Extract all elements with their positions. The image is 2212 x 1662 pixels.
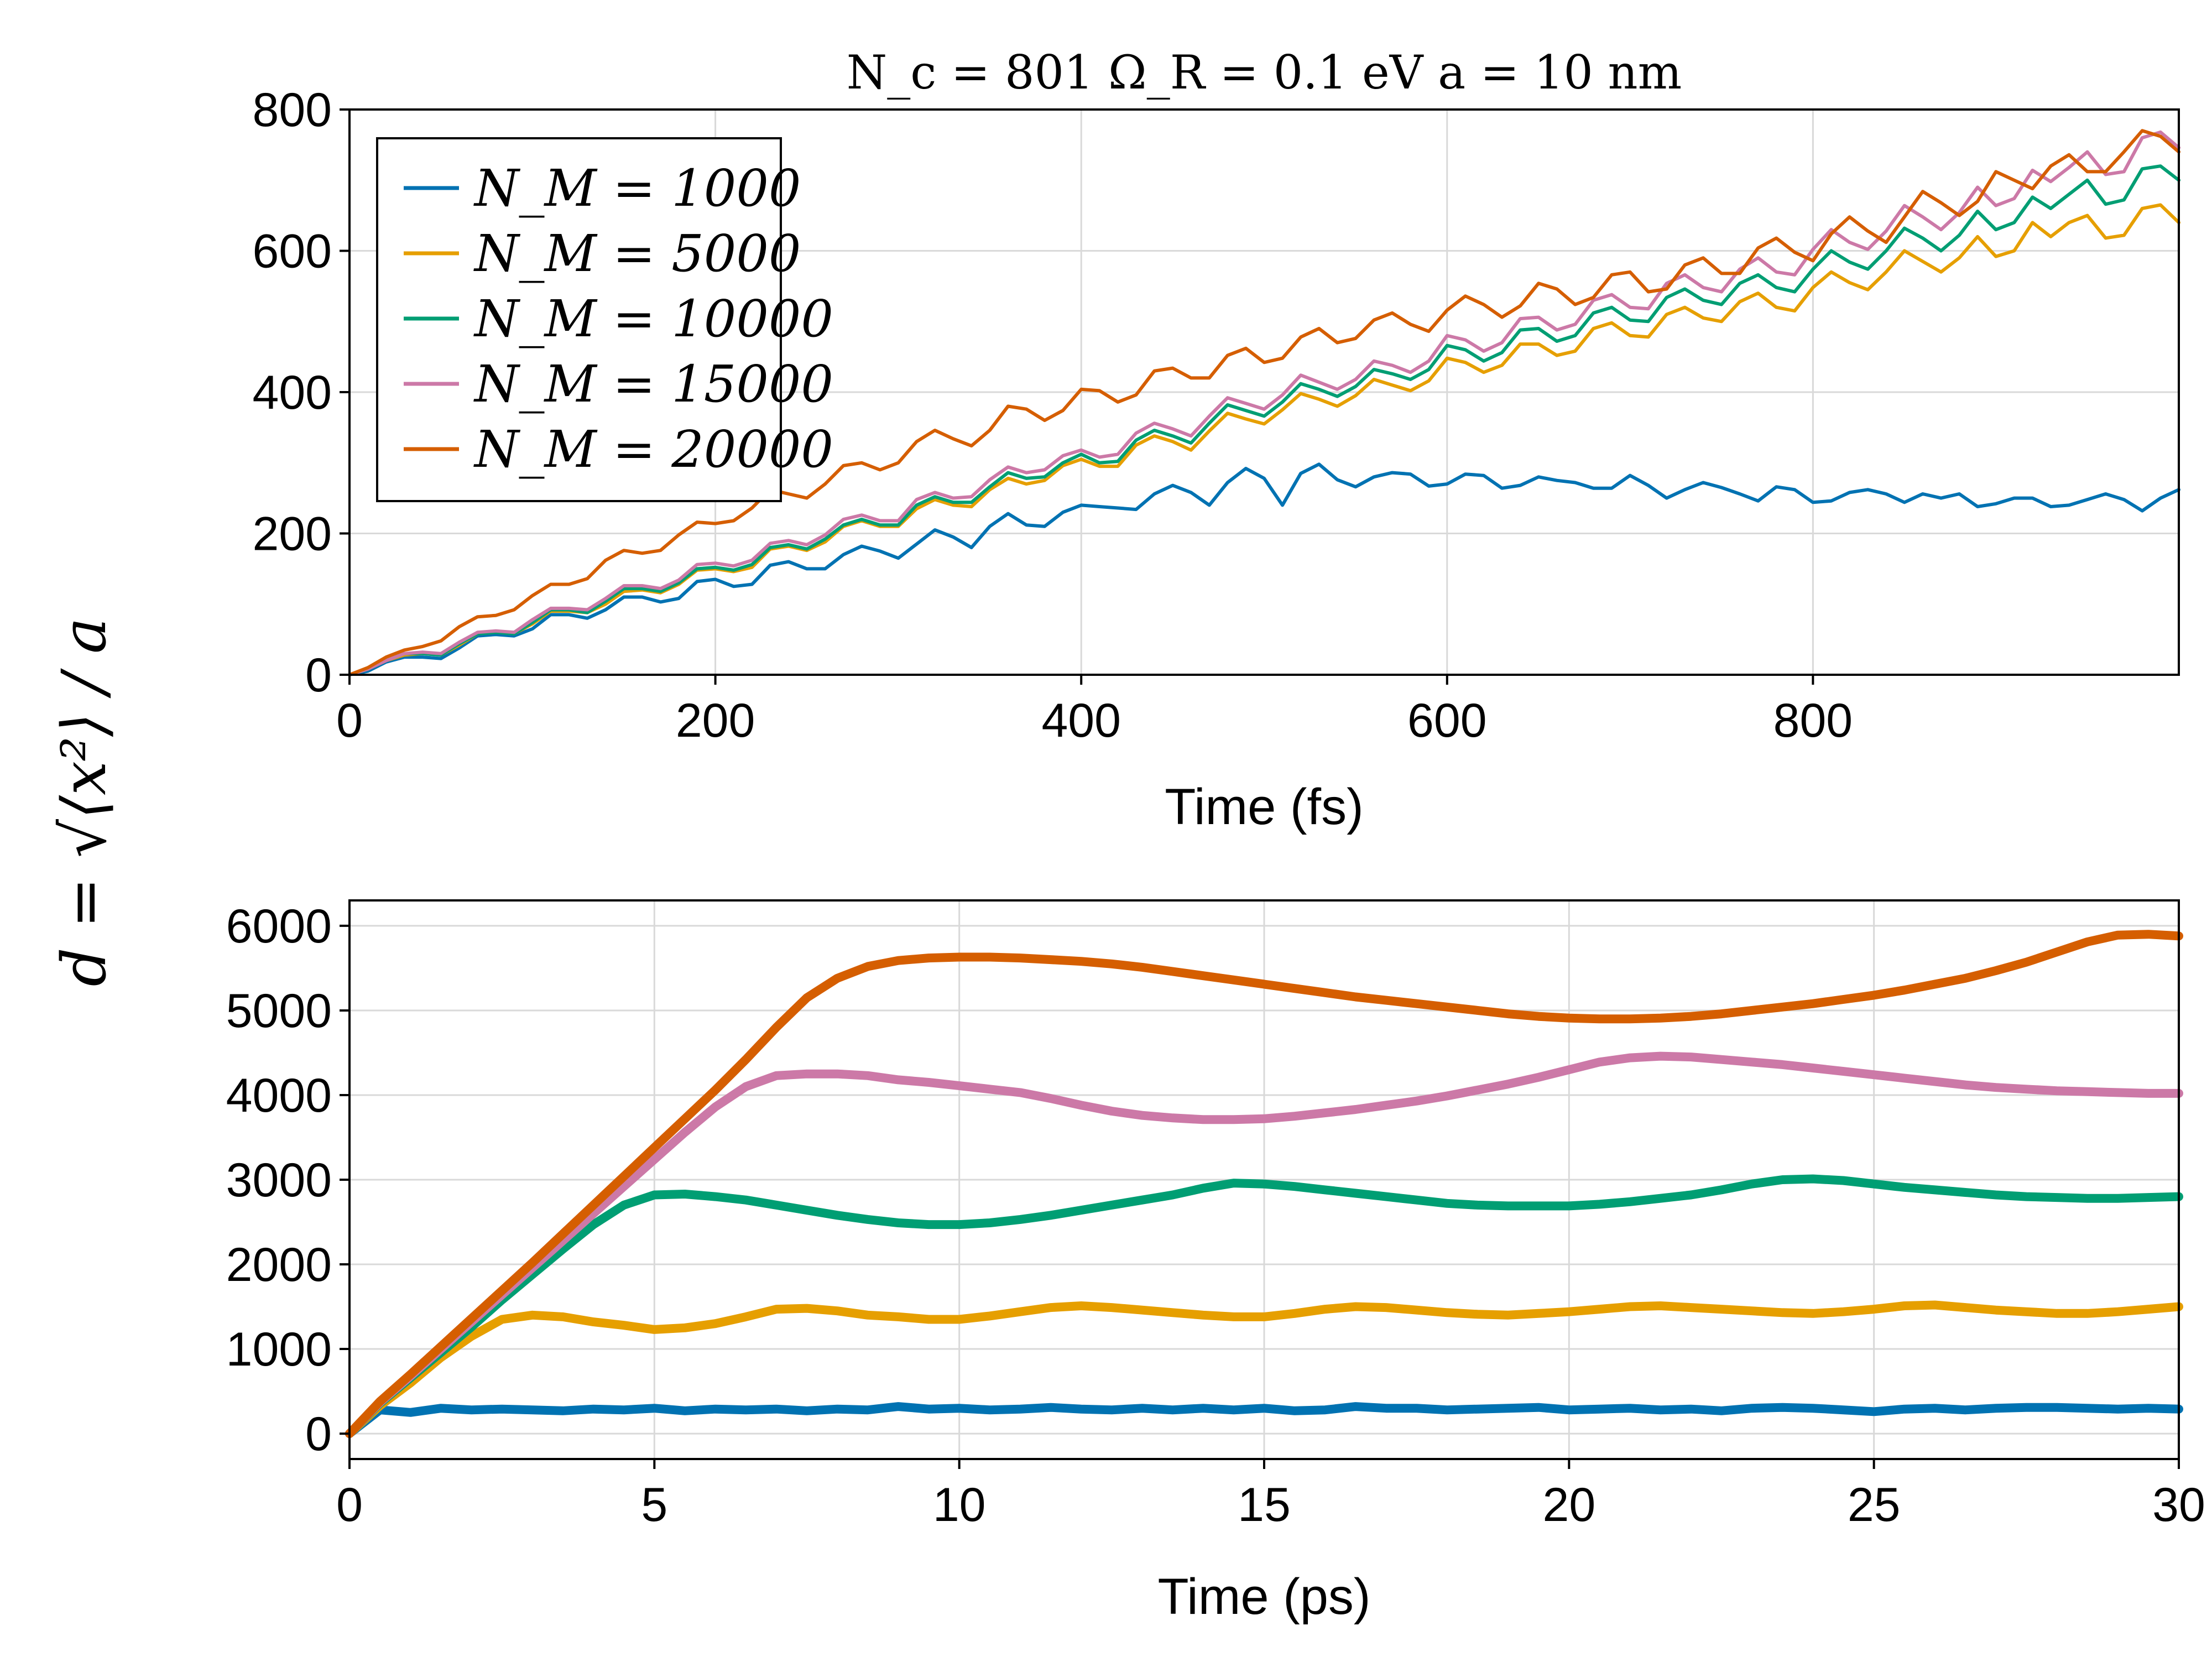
series-line-5: [348, 129, 2180, 676]
legend-label: N_M = 5000: [473, 224, 801, 283]
bottom-panel: 0 5 10 15 20 25 30 0 1000 2000 3000 4000 5000 6000 T…: [226, 899, 2205, 1625]
x-tick-label: 600: [1407, 694, 1487, 747]
x-tick-label: 0: [336, 694, 363, 747]
series-line-1: [348, 462, 2180, 676]
y-tick-label: 600: [253, 225, 332, 278]
legend-label: N_M = 20000: [473, 420, 833, 479]
series-line-5: [345, 930, 2183, 1439]
x-tick-label: 5: [641, 1478, 667, 1531]
series-line-3: [348, 164, 2180, 676]
x-tick-label: 200: [676, 694, 755, 747]
series-line-4: [345, 1051, 2183, 1439]
legend-label: N_M = 15000: [473, 355, 833, 414]
bottom-x-axis-label: Time (ps): [1157, 1569, 1370, 1625]
y-tick-label: 800: [253, 84, 332, 137]
x-tick-label: 15: [1238, 1478, 1291, 1531]
bottom-y-ticks: 0 1000 2000 3000 4000 5000 6000: [226, 900, 349, 1461]
x-tick-label: 20: [1542, 1478, 1595, 1531]
x-tick-label: 10: [933, 1478, 986, 1531]
bottom-x-ticks: 0 5 10 15 20 25 30: [336, 1459, 2205, 1531]
y-tick-label: 5000: [226, 984, 332, 1038]
series-line-4: [348, 130, 2180, 676]
y-tick-label: 0: [305, 1408, 332, 1461]
x-tick-label: 25: [1848, 1478, 1901, 1531]
x-tick-label: 30: [2152, 1478, 2205, 1531]
legend-label: N_M = 1000: [473, 159, 801, 218]
x-tick-label: 800: [1773, 694, 1853, 747]
series-line-2: [345, 1300, 2183, 1439]
y-tick-label: 0: [305, 649, 332, 702]
y-tick-label: 200: [253, 508, 332, 561]
y-tick-label: 2000: [226, 1238, 332, 1291]
legend: N_M = 1000 N_M = 5000 N_M = 10000 N_M = 150…: [376, 137, 833, 502]
x-tick-label: 0: [336, 1478, 363, 1531]
y-tick-label: 1000: [226, 1323, 332, 1376]
top-chart-title: N_c = 801 Ω_R = 0.1 eV a = 10 nm: [847, 45, 1682, 100]
top-panel: 0 200 400 600 800 0 200 400 600 800 N_c = 801 Ω_…: [253, 45, 2180, 835]
top-x-ticks: 0 200 400 600 800: [336, 675, 1853, 747]
shared-y-axis-label: d = √⟨x²⟩ / a: [49, 617, 119, 986]
y-tick-label: 400: [253, 366, 332, 419]
series-line-1: [345, 1402, 2183, 1439]
y-tick-label: 4000: [226, 1069, 332, 1122]
top-y-ticks: 0 200 400 600 800: [253, 84, 349, 702]
bottom-series: [345, 930, 2183, 1439]
top-series: [348, 129, 2180, 676]
top-x-axis-label: Time (fs): [1165, 779, 1363, 835]
series-line-3: [345, 1174, 2183, 1439]
legend-label: N_M = 10000: [473, 289, 833, 348]
x-tick-label: 400: [1041, 694, 1121, 747]
y-tick-label: 3000: [226, 1154, 332, 1207]
y-tick-label: 6000: [226, 900, 332, 953]
